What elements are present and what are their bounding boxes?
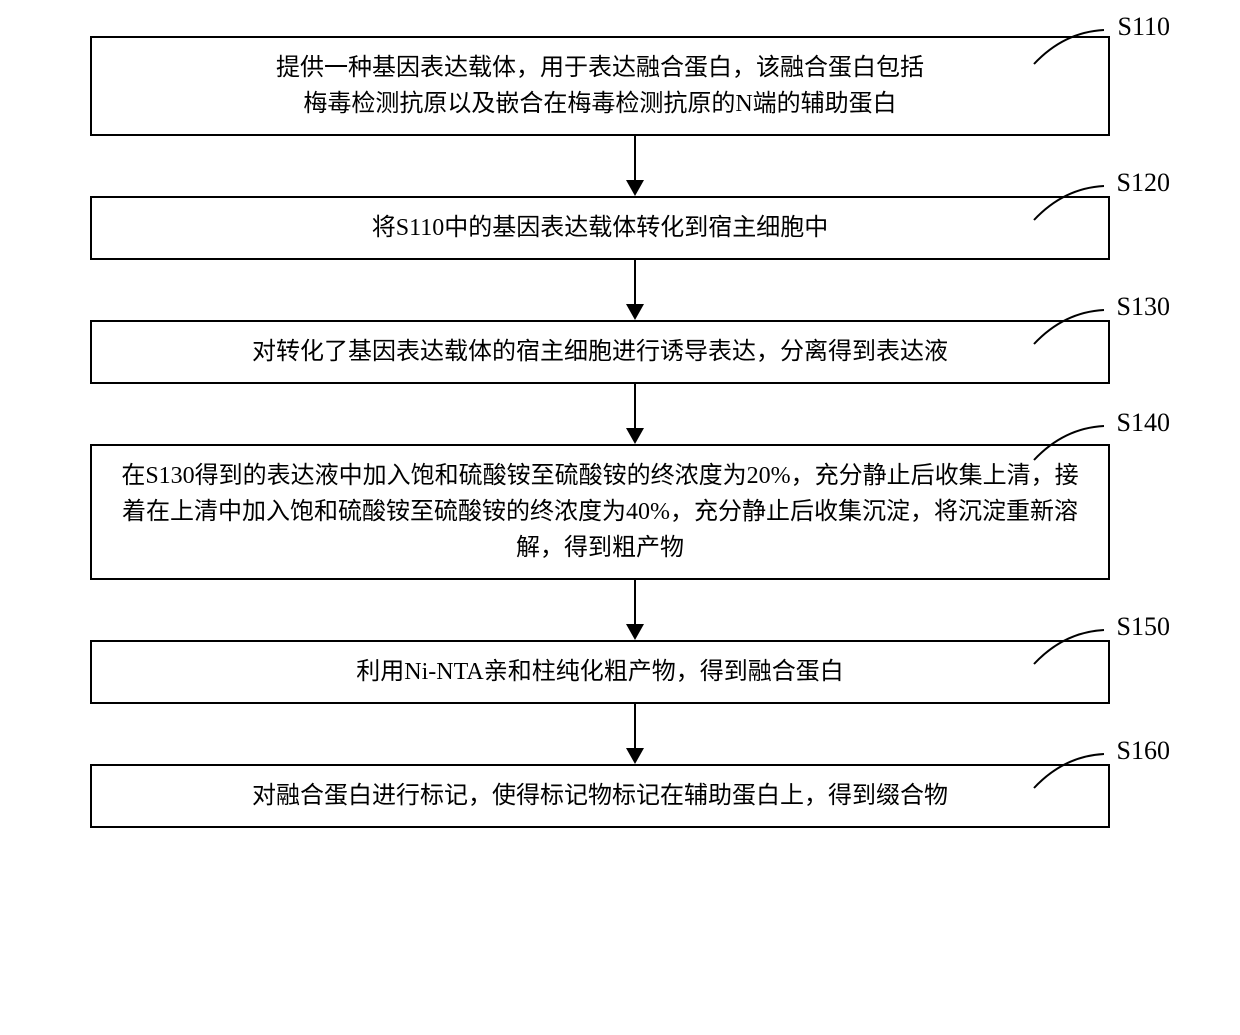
flow-step-box-S150: 利用Ni-NTA亲和柱纯化粗产物，得到融合蛋白 [90, 640, 1110, 704]
arrow-line [634, 260, 636, 305]
flow-arrow [125, 580, 1145, 640]
arrow-line [634, 580, 636, 625]
label-connector [1034, 752, 1104, 788]
flow-arrow [125, 384, 1145, 444]
arrow-head-icon [626, 748, 644, 764]
flow-step-label-S150: S150 [1117, 612, 1170, 642]
flow-arrow [125, 136, 1145, 196]
flow-step-label-S160: S160 [1117, 736, 1170, 766]
flow-arrow [125, 260, 1145, 320]
label-connector [1034, 28, 1104, 64]
label-connector [1034, 628, 1104, 664]
arrow-head-icon [626, 304, 644, 320]
arrow-line [634, 384, 636, 429]
flow-step-row: 提供一种基因表达载体，用于表达融合蛋白，该融合蛋白包括梅毒检测抗原以及嵌合在梅毒… [60, 36, 1180, 136]
flow-step-box-S120: 将S110中的基因表达载体转化到宿主细胞中 [90, 196, 1110, 260]
flow-step-box-S160: 对融合蛋白进行标记，使得标记物标记在辅助蛋白上，得到缀合物 [90, 764, 1110, 828]
arrow-head-icon [626, 180, 644, 196]
arrow-line [634, 704, 636, 749]
flow-step-label-S120: S120 [1117, 168, 1170, 198]
arrow-head-icon [626, 428, 644, 444]
flow-arrow [125, 704, 1145, 764]
flow-step-label-S130: S130 [1117, 292, 1170, 322]
label-connector [1034, 184, 1104, 220]
flow-step-label-S140: S140 [1117, 408, 1170, 438]
flow-step-row: 将S110中的基因表达载体转化到宿主细胞中S120 [60, 196, 1180, 260]
label-connector [1034, 424, 1104, 460]
arrow-line [634, 136, 636, 181]
flow-step-row: 对融合蛋白进行标记，使得标记物标记在辅助蛋白上，得到缀合物S160 [60, 764, 1180, 828]
arrow-head-icon [626, 624, 644, 640]
flow-step-row: 对转化了基因表达载体的宿主细胞进行诱导表达，分离得到表达液S130 [60, 320, 1180, 384]
flowchart-container: 提供一种基因表达载体，用于表达融合蛋白，该融合蛋白包括梅毒检测抗原以及嵌合在梅毒… [60, 36, 1180, 828]
flow-step-box-S110: 提供一种基因表达载体，用于表达融合蛋白，该融合蛋白包括梅毒检测抗原以及嵌合在梅毒… [90, 36, 1110, 136]
flow-step-box-S130: 对转化了基因表达载体的宿主细胞进行诱导表达，分离得到表达液 [90, 320, 1110, 384]
flow-step-box-S140: 在S130得到的表达液中加入饱和硫酸铵至硫酸铵的终浓度为20%，充分静止后收集上… [90, 444, 1110, 580]
flow-step-label-S110: S110 [1118, 12, 1171, 42]
label-connector [1034, 308, 1104, 344]
flow-step-row: 在S130得到的表达液中加入饱和硫酸铵至硫酸铵的终浓度为20%，充分静止后收集上… [60, 444, 1180, 580]
flow-step-row: 利用Ni-NTA亲和柱纯化粗产物，得到融合蛋白S150 [60, 640, 1180, 704]
